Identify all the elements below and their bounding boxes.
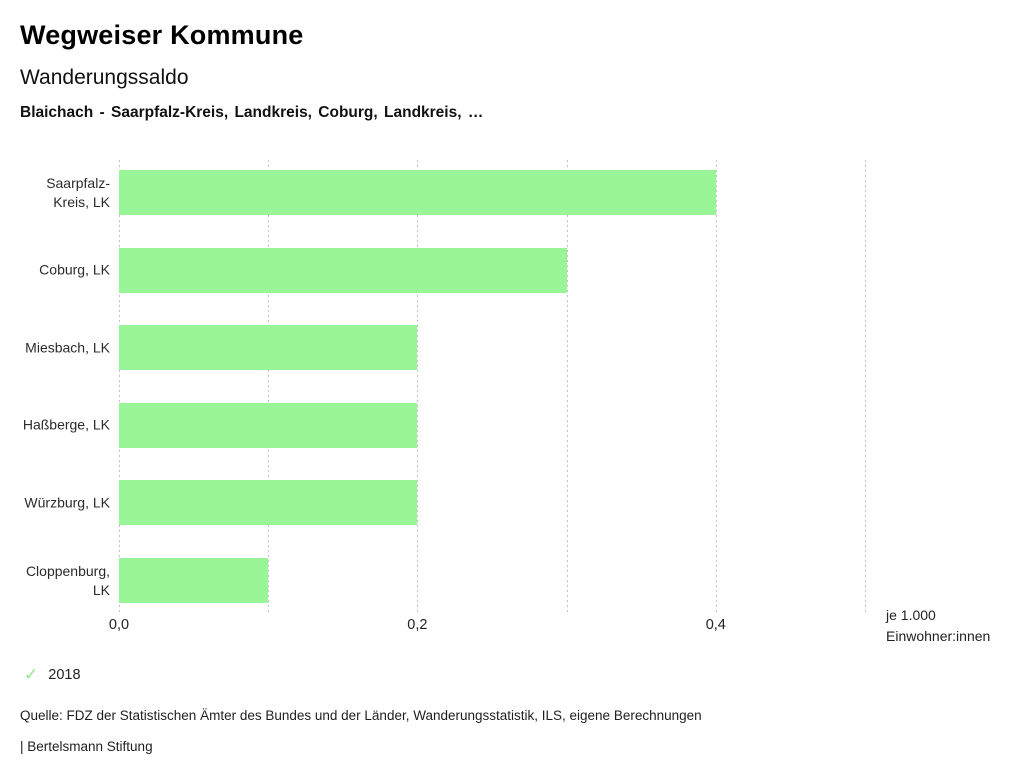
gridline: [715, 160, 717, 613]
category-label-ha-berge-lk: Haßberge, LK: [22, 416, 110, 433]
bar-w-rzburg-lk: [119, 480, 418, 526]
category-label-miesbach-lk: Miesbach, LK: [25, 339, 110, 356]
attribution-text: | Bertelsmann Stiftung: [20, 739, 153, 754]
x-tick-0-4: 0,4: [705, 617, 726, 633]
category-label-w-rzburg-lk: Würzburg, LK: [24, 494, 110, 511]
bar-miesbach-lk: [119, 325, 418, 371]
chart-title: Wanderungssaldo: [20, 66, 189, 89]
bar-coburg-lk: [119, 247, 567, 293]
gridline: [119, 160, 120, 613]
x-tick-0-2: 0,2: [407, 617, 428, 633]
check-icon: ✓: [24, 665, 39, 684]
gridline: [417, 160, 419, 613]
bar-ha-berge-lk: [119, 402, 418, 448]
source-text: Quelle: FDZ der Statistischen Ämter des …: [20, 708, 702, 723]
x-axis-unit-label: je 1.000 Einwohner:innen: [886, 605, 990, 646]
category-label-coburg-lk: Coburg, LK: [39, 261, 110, 278]
category-label-cloppenburg-lk: Cloppenburg, LK: [25, 562, 110, 598]
app-title: Wegweiser Kommune: [20, 20, 304, 50]
category-label-saarpfalz-kreis-lk: Saarpfalz-Kreis, LK: [46, 174, 110, 210]
legend-year-label: 2018: [48, 666, 81, 683]
bar-cloppenburg-lk: [119, 558, 269, 603]
x-tick-0-0: 0,0: [108, 617, 130, 633]
x-axis-unit-line2: Einwohner:innen: [886, 627, 991, 644]
x-axis-unit-line1: je 1.000: [886, 607, 936, 623]
gridline: [566, 160, 568, 613]
category-label-column: Saarpfalz-Kreis, LK Coburg, LK Miesbach, L…: [14, 160, 110, 605]
bar-saarpfalz-kreis-lk: [119, 170, 716, 215]
gridline: [268, 160, 270, 613]
legend-item-2018[interactable]: ✓ 2018: [24, 666, 81, 683]
chart-subtitle: Blaichach - Saarpfalz-Kreis, Landkreis, …: [20, 104, 484, 121]
plot-area: [119, 160, 866, 613]
gridline: [865, 160, 866, 613]
x-axis-tick-row: 0,0 0,2 0,4: [109, 617, 865, 637]
